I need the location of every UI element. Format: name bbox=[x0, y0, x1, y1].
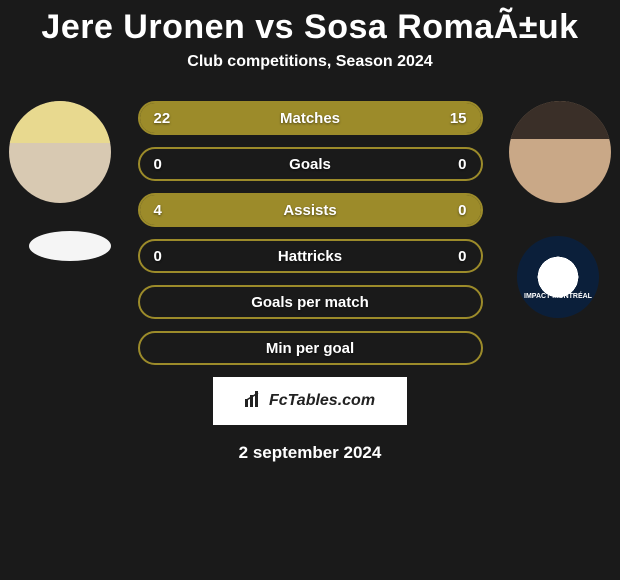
stat-label: Goals bbox=[289, 156, 331, 173]
stat-row: Min per goal bbox=[138, 331, 483, 365]
club-badge-left bbox=[29, 231, 111, 261]
stat-value-left: 0 bbox=[154, 156, 162, 173]
subtitle: Club competitions, Season 2024 bbox=[0, 53, 620, 71]
stat-value-left: 0 bbox=[154, 248, 162, 265]
stat-row: 0 0 Goals bbox=[138, 147, 483, 181]
chart-icon bbox=[245, 391, 263, 412]
stat-label: Min per goal bbox=[266, 340, 354, 357]
attribution-badge: FcTables.com bbox=[213, 377, 407, 425]
stat-value-left: 22 bbox=[154, 110, 171, 127]
player-right-avatar bbox=[509, 101, 611, 203]
stats-area: IMPACT MONTRÉAL 22 15 Matches 0 0 Goals 4 0 Assi… bbox=[0, 101, 620, 463]
stat-row: 0 0 Hattricks bbox=[138, 239, 483, 273]
stat-value-right: 0 bbox=[458, 248, 466, 265]
page-title: Jere Uronen vs Sosa RomaÃ±uk bbox=[0, 8, 620, 47]
stat-rows: 22 15 Matches 0 0 Goals 4 0 Assists 0 0 Hattricks Go… bbox=[138, 101, 483, 365]
stat-value-right: 0 bbox=[458, 202, 466, 219]
stat-label: Assists bbox=[283, 202, 336, 219]
date-text: 2 september 2024 bbox=[0, 443, 620, 463]
stat-value-right: 0 bbox=[458, 156, 466, 173]
stat-row: Goals per match bbox=[138, 285, 483, 319]
avatar-face-left bbox=[9, 101, 111, 203]
stat-value-right: 15 bbox=[450, 110, 467, 127]
club-badge-right: IMPACT MONTRÉAL bbox=[517, 236, 599, 318]
stat-row: 22 15 Matches bbox=[138, 101, 483, 135]
stat-value-left: 4 bbox=[154, 202, 162, 219]
avatar-face-right bbox=[509, 101, 611, 203]
stat-label: Goals per match bbox=[251, 294, 369, 311]
club-badge-right-label: IMPACT MONTRÉAL bbox=[517, 293, 599, 300]
stat-label: Matches bbox=[280, 110, 340, 127]
stat-row: 4 0 Assists bbox=[138, 193, 483, 227]
stat-label: Hattricks bbox=[278, 248, 342, 265]
comparison-card: Jere Uronen vs Sosa RomaÃ±uk Club compet… bbox=[0, 0, 620, 463]
player-left-avatar bbox=[9, 101, 111, 203]
attribution-text: FcTables.com bbox=[269, 392, 375, 410]
